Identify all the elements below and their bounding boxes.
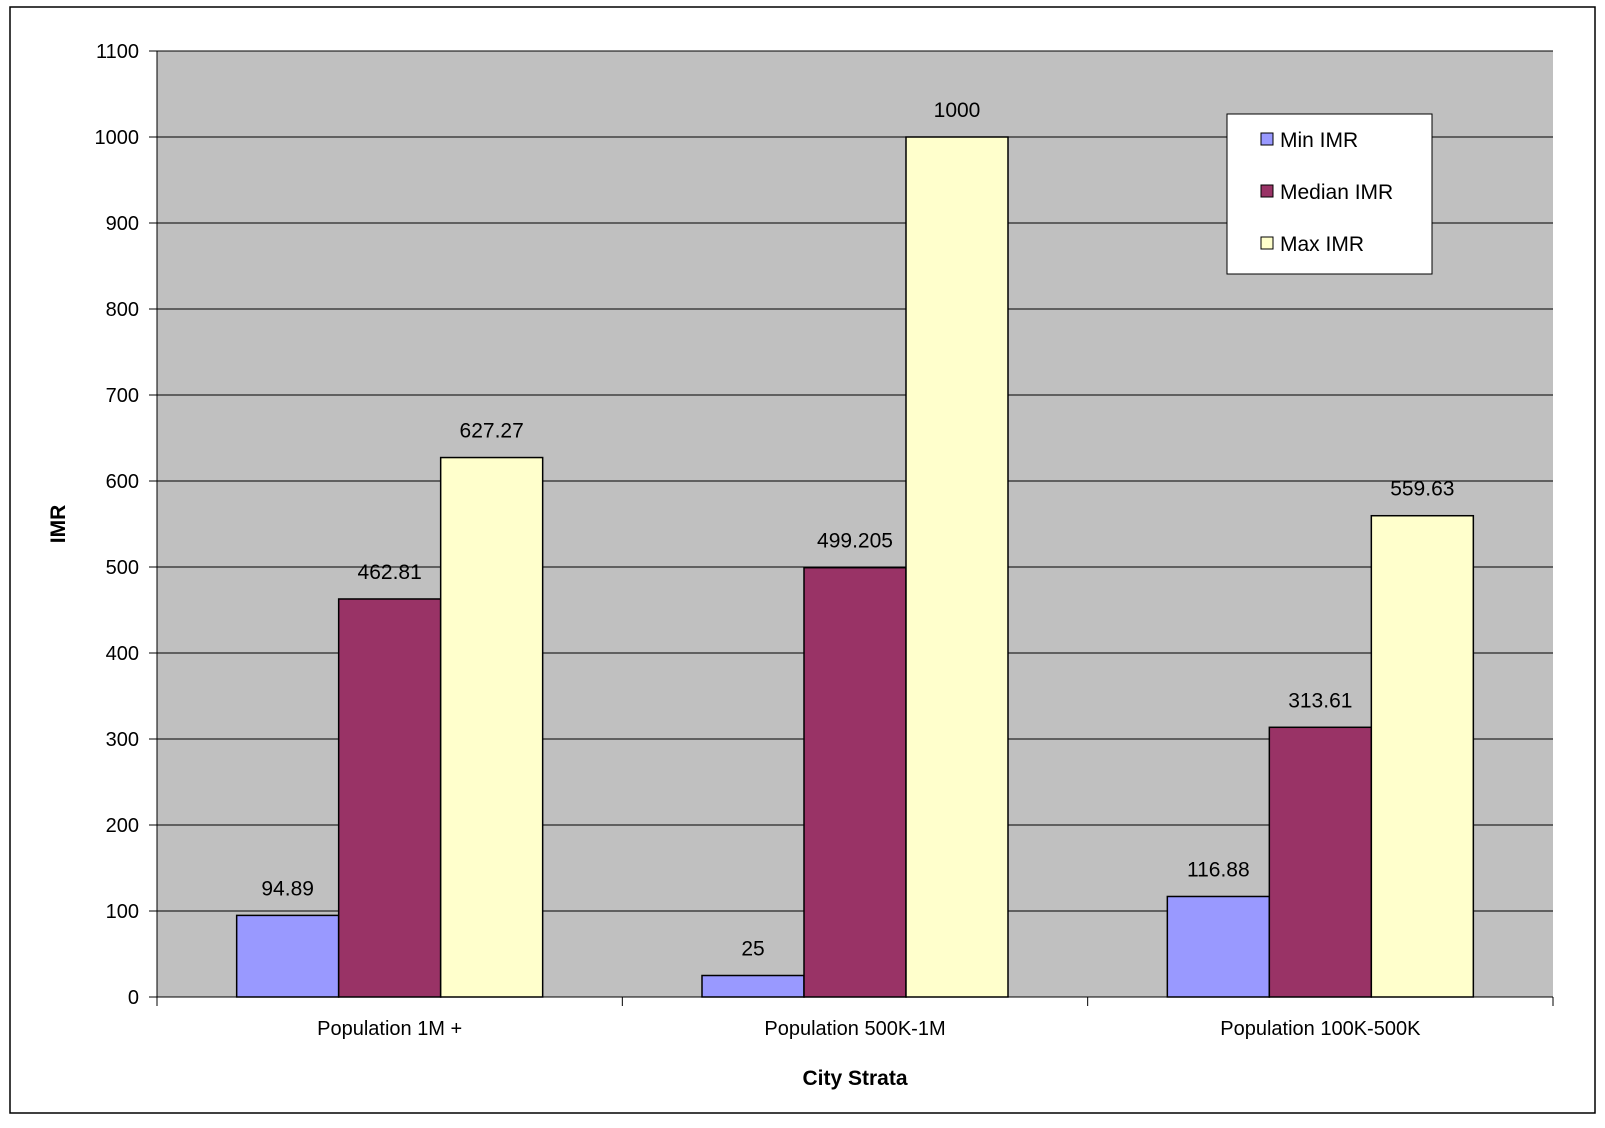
data-label: 462.81 [358, 561, 422, 584]
y-tick-label: 500 [106, 557, 139, 579]
x-tick-label: Population 500K-1M [764, 1018, 945, 1040]
x-tick-label: Population 1M + [317, 1018, 462, 1040]
data-label: 1000 [934, 99, 981, 122]
legend: Min IMR Median IMR Max IMR [1226, 113, 1433, 275]
data-label: 313.61 [1288, 689, 1352, 712]
y-tick-label: 800 [106, 299, 139, 321]
bar [905, 136, 1009, 998]
bars [235, 136, 1475, 998]
bar [337, 598, 442, 998]
data-label: 499.205 [817, 530, 893, 553]
data-label: 25 [741, 938, 764, 961]
data-label: 116.88 [1187, 858, 1250, 881]
y-tick-label: 200 [106, 815, 139, 837]
x-tick-label: Population 100K-500K [1220, 1018, 1421, 1040]
bar [1370, 514, 1475, 998]
y-tick-label: 700 [106, 385, 139, 407]
legend-label-min: Min IMR [1280, 129, 1358, 152]
legend-label-median: Median IMR [1280, 181, 1393, 204]
data-labels: 94.89 462.81 627.27 25 499.205 1000 116.88 313.… [261, 99, 1454, 961]
y-axis-title: IMR [47, 505, 70, 544]
legend-swatch-min [1260, 132, 1274, 146]
y-tick-label: 400 [106, 643, 139, 665]
y-tick-label: 1000 [95, 127, 140, 149]
y-tick-label: 900 [106, 213, 139, 235]
legend-label-max: Max IMR [1280, 233, 1364, 256]
y-tick-label: 600 [106, 471, 139, 493]
bar [439, 456, 544, 998]
data-label: 94.89 [261, 877, 314, 900]
y-tick-label: 100 [106, 901, 139, 923]
axes: 0 100 200 300 400 500 600 700 800 900 1000 1100 Popu… [95, 41, 1554, 1040]
bar [1166, 895, 1271, 998]
y-tick-label: 1100 [96, 41, 139, 63]
y-tick-label: 300 [106, 729, 139, 751]
y-tick-label: 0 [128, 987, 139, 1009]
data-label: 627.27 [460, 420, 524, 443]
legend-swatch-median [1260, 184, 1274, 198]
data-label: 559.63 [1390, 478, 1454, 501]
bar [803, 566, 907, 998]
bar [1268, 726, 1373, 998]
legend-swatch-max [1260, 236, 1274, 250]
bar [701, 974, 805, 998]
x-axis-title: City Strata [802, 1067, 907, 1090]
bar [235, 914, 340, 998]
